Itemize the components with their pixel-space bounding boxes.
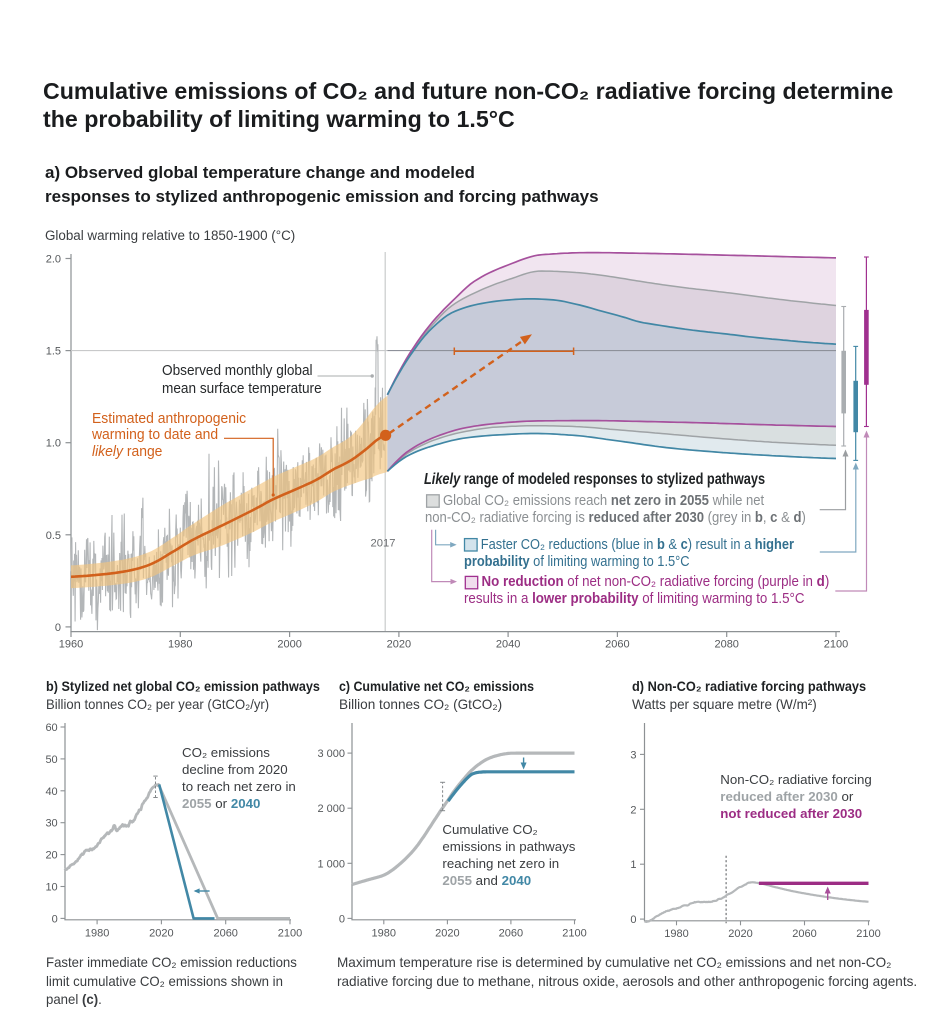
svg-text:2017: 2017: [371, 538, 396, 550]
svg-text:2060: 2060: [792, 928, 816, 940]
svg-text:3: 3: [630, 749, 636, 761]
svg-text:1.5: 1.5: [46, 346, 61, 358]
svg-text:2080: 2080: [714, 639, 738, 651]
svg-text:1980: 1980: [168, 639, 192, 651]
svg-text:1980: 1980: [664, 928, 688, 940]
svg-text:2060: 2060: [213, 928, 237, 940]
svg-text:2060: 2060: [605, 639, 629, 651]
svg-text:2 000: 2 000: [317, 803, 345, 815]
svg-text:1980: 1980: [85, 928, 109, 940]
svg-text:1960: 1960: [59, 639, 83, 651]
svg-text:0: 0: [55, 622, 61, 634]
svg-text:2.0: 2.0: [46, 254, 61, 266]
svg-text:2100: 2100: [856, 928, 880, 940]
svg-text:0: 0: [339, 913, 345, 925]
svg-text:30: 30: [45, 818, 57, 830]
svg-text:2020: 2020: [387, 639, 411, 651]
svg-text:2000: 2000: [277, 639, 301, 651]
svg-text:60: 60: [45, 722, 57, 734]
svg-text:2100: 2100: [562, 928, 586, 940]
svg-text:2020: 2020: [435, 928, 459, 940]
svg-text:0: 0: [52, 913, 58, 925]
svg-text:1 000: 1 000: [317, 858, 345, 870]
svg-text:50: 50: [45, 754, 57, 766]
svg-text:2020: 2020: [728, 928, 752, 940]
svg-text:0.5: 0.5: [46, 530, 61, 542]
svg-text:20: 20: [45, 850, 57, 862]
svg-text:3 000: 3 000: [317, 748, 345, 760]
svg-text:0: 0: [630, 914, 636, 926]
svg-text:2100: 2100: [824, 639, 848, 651]
svg-text:2020: 2020: [149, 928, 173, 940]
svg-text:1980: 1980: [372, 928, 396, 940]
svg-text:2100: 2100: [278, 928, 302, 940]
svg-text:40: 40: [45, 786, 57, 798]
svg-text:2040: 2040: [496, 639, 520, 651]
svg-text:2: 2: [630, 804, 636, 816]
svg-text:1: 1: [630, 859, 636, 871]
svg-text:2060: 2060: [499, 928, 523, 940]
svg-text:10: 10: [45, 882, 57, 894]
svg-text:1.0: 1.0: [46, 438, 61, 450]
